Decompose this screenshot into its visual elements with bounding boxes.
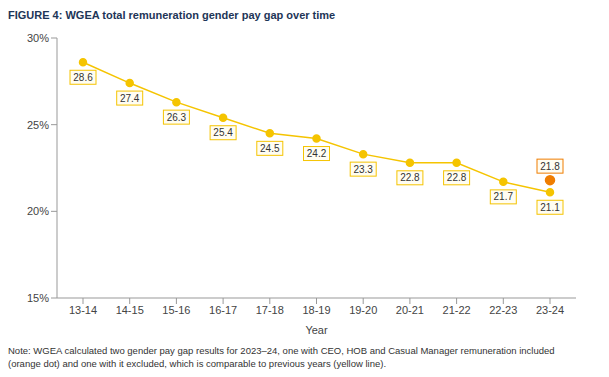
svg-text:30%: 30% [27,32,49,44]
svg-text:14-15: 14-15 [116,304,144,316]
svg-text:20%: 20% [27,205,49,217]
svg-text:25%: 25% [27,119,49,131]
svg-text:21.1: 21.1 [540,202,560,213]
svg-text:15-16: 15-16 [162,304,190,316]
svg-text:26.3: 26.3 [167,112,187,123]
svg-text:27.4: 27.4 [120,93,140,104]
svg-text:22.8: 22.8 [400,172,420,183]
svg-text:21-22: 21-22 [443,304,471,316]
svg-text:16-17: 16-17 [209,304,237,316]
svg-text:15%: 15% [27,292,49,304]
svg-text:24.2: 24.2 [307,148,327,159]
svg-text:25.4: 25.4 [213,127,233,138]
html-text:Note: WGEA calculated two gend: Note: WGEA calculated two gender pay gap… [8,345,555,369]
svg-text:17-18: 17-18 [256,304,284,316]
svg-text:19-20: 19-20 [349,304,377,316]
svg-text:13-14: 13-14 [69,304,97,316]
svg-text:21.7: 21.7 [494,191,514,202]
svg-text:23-24: 23-24 [536,304,564,316]
svg-text:20-21: 20-21 [396,304,424,316]
html-text:FIGURE 4: WGEA total remunerat: FIGURE 4: WGEA total remuneration gender… [8,9,336,21]
svg-text:22-23: 22-23 [489,304,517,316]
svg-text:24.5: 24.5 [260,143,280,154]
svg-text:28.6: 28.6 [73,72,93,83]
svg-text:23.3: 23.3 [353,164,373,175]
svg-text:22.8: 22.8 [447,172,467,183]
svg-text:Year: Year [305,324,328,336]
svg-text:21.8: 21.8 [540,161,560,172]
svg-text:18-19: 18-19 [302,304,330,316]
